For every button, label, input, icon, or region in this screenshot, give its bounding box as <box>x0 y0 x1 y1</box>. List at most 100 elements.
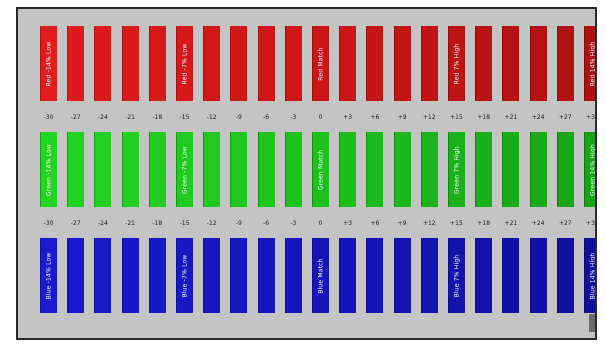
blue-bar-label: Blue -14% Low <box>45 251 53 300</box>
red-offset-label: +6 <box>370 114 380 121</box>
blue-bar <box>257 238 275 313</box>
green-bar <box>420 132 438 207</box>
blue-bar: Blue -14% Low <box>40 238 57 313</box>
blue-bar <box>502 238 520 313</box>
green-offset-label: +3 <box>343 220 353 227</box>
red-bar <box>420 26 438 101</box>
blue-bar: Blue -7% Low <box>176 238 193 313</box>
green-bar: Green 14% High <box>584 132 597 207</box>
green-bar-label: Green 14% High <box>589 143 597 196</box>
blue-bar <box>121 238 139 313</box>
green-bar-label: Green -14% Low <box>45 143 53 196</box>
blue-bar <box>475 238 493 313</box>
green-offset-label: -27 <box>70 220 81 227</box>
green-bar <box>529 132 547 207</box>
red-offset-label: -21 <box>125 114 135 121</box>
red-offset-label: -15 <box>179 114 190 121</box>
red-bar <box>502 26 520 101</box>
green-bar <box>203 132 221 207</box>
red-bar <box>284 26 302 101</box>
red-bar-label: Red 14% High <box>589 41 597 86</box>
blue-bar <box>203 238 221 313</box>
red-offset-label: -27 <box>70 114 81 121</box>
green-offset-label: +30 <box>586 220 596 227</box>
blue-bar <box>230 238 248 313</box>
blue-bar-label: Blue Match <box>317 257 325 294</box>
green-offset-label: +18 <box>477 220 491 227</box>
green-bar: Green 7% High <box>448 132 465 207</box>
red-bar <box>366 26 384 101</box>
blue-bar: Blue 7% High <box>448 238 465 313</box>
green-bar <box>393 132 411 207</box>
green-offset-label: +27 <box>558 220 572 227</box>
red-bar-label: Red Match <box>317 46 325 81</box>
red-offset-label: -24 <box>97 114 108 121</box>
green-offset-label: -18 <box>152 220 163 227</box>
green-bar: Green -7% Low <box>176 132 193 207</box>
red-offset-label: 0 <box>318 114 323 121</box>
red-bar <box>257 26 275 101</box>
green-bar <box>94 132 112 207</box>
red-bar: Red -14% Low <box>40 26 57 101</box>
red-offset-label: +3 <box>343 114 353 121</box>
blue-bar <box>366 238 384 313</box>
red-offset-label: +24 <box>531 114 545 121</box>
red-bar <box>339 26 357 101</box>
green-offset-label: -6 <box>263 220 270 227</box>
green-bar <box>339 132 357 207</box>
blue-bar: Blue 14% High <box>584 238 597 313</box>
resize-handle[interactable] <box>589 314 595 332</box>
red-offset-label: -30 <box>43 114 54 121</box>
green-offset-label: -3 <box>290 220 297 227</box>
green-offset-label: +9 <box>397 220 407 227</box>
green-bar <box>502 132 520 207</box>
blue-bar <box>284 238 302 313</box>
blue-bar <box>556 238 574 313</box>
green-bar <box>284 132 302 207</box>
red-offset-label: -9 <box>235 114 242 121</box>
blue-bar <box>393 238 411 313</box>
blue-bar-label: Blue 7% High <box>453 254 461 297</box>
green-bar: Green Match <box>312 132 329 207</box>
green-bar <box>230 132 248 207</box>
blue-bar-label: Blue 14% High <box>589 252 597 299</box>
green-bar <box>148 132 166 207</box>
red-bar <box>230 26 248 101</box>
red-bar <box>475 26 493 101</box>
blue-bar <box>339 238 357 313</box>
green-bar-label: Green 7% High <box>453 145 461 194</box>
green-bar <box>121 132 139 207</box>
red-offset-label: +15 <box>450 114 463 121</box>
red-offset-label: -3 <box>290 114 297 121</box>
red-offset-label: +9 <box>397 114 407 121</box>
green-bar <box>67 132 85 207</box>
green-offset-label: +6 <box>370 220 380 227</box>
blue-bar-label: Blue -7% Low <box>181 254 189 297</box>
red-offset-label: +21 <box>504 114 518 121</box>
green-bar-label: Green -7% Low <box>181 145 189 194</box>
green-bar <box>556 132 574 207</box>
green-offset-label: -12 <box>206 220 217 227</box>
red-bar <box>529 26 547 101</box>
blue-bar <box>420 238 438 313</box>
red-bar <box>148 26 166 101</box>
blue-bar <box>529 238 547 313</box>
red-offset-label: -6 <box>263 114 270 121</box>
green-offset-label: +21 <box>504 220 518 227</box>
blue-bar <box>67 238 85 313</box>
green-offset-label: 0 <box>318 220 323 227</box>
green-offset-label: -21 <box>125 220 135 227</box>
blue-bar <box>94 238 112 313</box>
red-bar-label: Red -14% Low <box>45 41 53 86</box>
blue-bar <box>148 238 166 313</box>
red-offset-label: +27 <box>558 114 572 121</box>
green-bar <box>366 132 384 207</box>
red-offset-label: -12 <box>206 114 217 121</box>
red-bar <box>393 26 411 101</box>
red-bar <box>94 26 112 101</box>
red-bar: Red 7% High <box>448 26 465 101</box>
red-offset-label: +30 <box>586 114 596 121</box>
red-bar-label: Red -7% Low <box>181 43 189 84</box>
green-offset-label: -15 <box>179 220 190 227</box>
red-bar <box>67 26 85 101</box>
